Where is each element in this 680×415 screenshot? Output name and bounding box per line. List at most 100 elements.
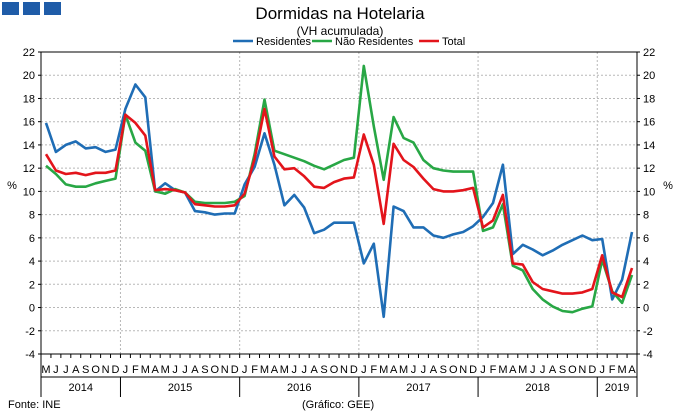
month-label: J	[421, 364, 427, 376]
month-label: N	[578, 364, 586, 376]
series-line-1	[44, 83, 634, 319]
month-label: O	[91, 364, 100, 376]
month-label: A	[152, 364, 160, 376]
logo-block	[44, 2, 61, 15]
month-label: N	[459, 364, 467, 376]
legend-label: Residentes	[256, 36, 312, 48]
y-tick-label-left: 2	[29, 279, 35, 291]
year-label: 2016	[287, 382, 311, 394]
chart-title: Dormidas na Hotelaria	[255, 4, 425, 23]
month-label: O	[211, 364, 220, 376]
month-label: F	[609, 364, 616, 376]
month-label: A	[390, 364, 398, 376]
y-tick-label-left: 4	[29, 256, 35, 268]
legend-label: Não Residentes	[335, 36, 414, 48]
month-label: J	[123, 364, 129, 376]
y-tick-label-right: 22	[643, 47, 655, 59]
y-tick-label-right: 20	[643, 70, 655, 82]
month-label: J	[540, 364, 546, 376]
y-tick-label-left: 16	[23, 117, 35, 129]
month-label: A	[310, 364, 318, 376]
month-label: M	[41, 364, 50, 376]
chart-subtitle: (VH acumulada)	[296, 24, 384, 38]
y-tick-label-right: 4	[643, 256, 649, 268]
month-label: A	[628, 364, 636, 376]
month-label: M	[498, 364, 507, 376]
month-label: O	[330, 364, 339, 376]
month-label: S	[440, 364, 447, 376]
y-tick-label-right: -2	[643, 326, 653, 338]
logo-block	[2, 2, 19, 15]
y-tick-label-right: 16	[643, 117, 655, 129]
month-label: J	[411, 364, 417, 376]
y-tick-label-left: 18	[23, 93, 35, 105]
month-label: D	[231, 364, 239, 376]
y-tick-label-left: 10	[23, 186, 35, 198]
y-tick-label-left: 12	[23, 163, 35, 175]
legend-label: Total	[442, 36, 465, 48]
year-label: 2017	[406, 382, 430, 394]
y-tick-label-left: 6	[29, 233, 35, 245]
logo-blocks	[2, 2, 61, 15]
year-label: 2018	[525, 382, 549, 394]
y-axis-label-left: %	[7, 180, 17, 192]
series-line-2	[45, 64, 634, 314]
month-label: M	[618, 364, 627, 376]
y-tick-label-right: -4	[643, 349, 653, 361]
logo-block	[23, 2, 40, 15]
month-label: M	[280, 364, 289, 376]
y-tick-label-left: -2	[25, 326, 35, 338]
month-label: J	[301, 364, 307, 376]
month-label: D	[350, 364, 358, 376]
y-tick-label-left: 0	[29, 303, 35, 315]
series-line-3	[44, 107, 634, 299]
month-label: M	[161, 364, 170, 376]
month-label: F	[490, 364, 497, 376]
y-tick-label-right: 14	[643, 140, 655, 152]
month-label: J	[530, 364, 536, 376]
month-label: N	[102, 364, 110, 376]
month-label: F	[251, 364, 258, 376]
y-tick-label-right: 6	[643, 233, 649, 245]
month-label: J	[63, 364, 69, 376]
y-tick-label-right: 12	[643, 163, 655, 175]
month-label: A	[72, 364, 80, 376]
year-label: 2019	[605, 382, 629, 394]
y-axis-label-right: %	[663, 180, 673, 192]
month-label: M	[518, 364, 527, 376]
y-tick-label-left: 20	[23, 70, 35, 82]
y-tick-label-left: 22	[23, 47, 35, 59]
month-label: A	[549, 364, 557, 376]
month-label: M	[141, 364, 150, 376]
month-label: S	[82, 364, 89, 376]
month-label: A	[430, 364, 438, 376]
month-label: S	[320, 364, 327, 376]
y-tick-label-right: 10	[643, 186, 655, 198]
month-label: F	[132, 364, 139, 376]
month-label: D	[588, 364, 596, 376]
y-tick-label-right: 8	[643, 210, 649, 222]
month-label: O	[568, 364, 577, 376]
month-label: S	[559, 364, 566, 376]
month-label: M	[260, 364, 269, 376]
y-tick-label-right: 18	[643, 93, 655, 105]
month-label: J	[53, 364, 59, 376]
month-label: N	[340, 364, 348, 376]
month-label: S	[201, 364, 208, 376]
month-label: A	[509, 364, 517, 376]
month-label: A	[271, 364, 279, 376]
y-tick-label-left: -4	[25, 349, 35, 361]
month-label: O	[449, 364, 458, 376]
month-label: J	[182, 364, 188, 376]
month-label: N	[221, 364, 229, 376]
year-label: 2014	[68, 382, 92, 394]
y-tick-label-right: 2	[643, 279, 649, 291]
y-tick-label-left: 8	[29, 210, 35, 222]
source-note: Fonte: INE	[8, 399, 61, 411]
month-label: J	[172, 364, 178, 376]
month-label: F	[370, 364, 377, 376]
year-label: 2015	[168, 382, 192, 394]
credit-note: (Gráfico: GEE)	[302, 399, 375, 411]
month-label: M	[399, 364, 408, 376]
